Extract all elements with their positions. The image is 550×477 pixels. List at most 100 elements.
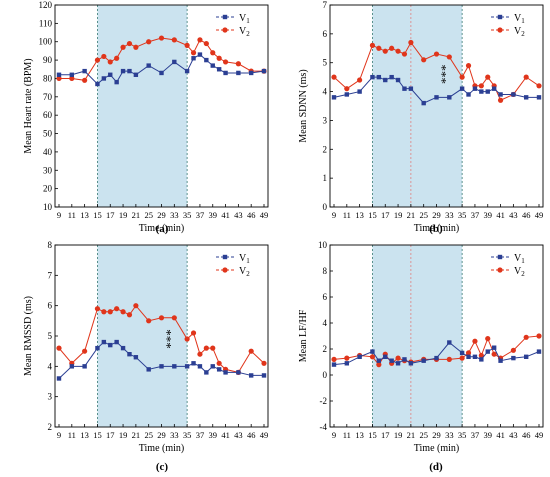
- data-point-v1: [172, 364, 177, 369]
- data-point-v1: [120, 345, 126, 351]
- data-point-v1: [197, 364, 203, 369]
- data-point-v1: [421, 358, 426, 363]
- data-point-v2: [101, 309, 107, 315]
- data-point-v2: [126, 312, 133, 318]
- x-tick-label: 33: [170, 430, 179, 440]
- data-point-v1: [459, 350, 465, 356]
- x-tick-label: 46: [247, 430, 256, 440]
- x-tick-label: 25: [419, 430, 428, 440]
- legend-marker-v2: [222, 27, 228, 33]
- data-point-v2: [210, 345, 216, 351]
- data-point-v1: [69, 72, 75, 77]
- x-tick-label: 43: [234, 210, 243, 220]
- data-point-v1: [216, 367, 222, 372]
- data-point-v1: [376, 358, 382, 363]
- data-point-v2: [248, 348, 254, 354]
- data-point-v1: [511, 355, 516, 361]
- x-tick-label: 21: [132, 210, 141, 220]
- y-tick-label: 70: [43, 92, 53, 102]
- data-point-v2: [523, 74, 529, 80]
- data-point-v1: [472, 354, 478, 359]
- y-tick-label: 40: [43, 147, 53, 157]
- data-point-v1: [210, 63, 215, 68]
- data-point-v1: [511, 92, 516, 97]
- x-tick-label: 46: [247, 210, 256, 220]
- data-point-v1: [402, 357, 407, 362]
- data-point-v1: [114, 339, 119, 345]
- data-point-v1: [133, 355, 139, 360]
- data-point-v1: [491, 86, 497, 91]
- data-point-v2: [210, 50, 216, 56]
- data-point-v2: [56, 345, 62, 351]
- y-tick-label: 6: [323, 29, 328, 39]
- data-point-v2: [158, 35, 165, 41]
- data-point-v2: [459, 74, 465, 80]
- data-point-v2: [126, 40, 133, 47]
- data-point-v1: [223, 370, 228, 375]
- x-tick-label: 39: [484, 430, 493, 440]
- data-point-v1: [56, 72, 62, 77]
- y-tick-label: 4: [48, 361, 53, 371]
- data-point-v1: [95, 345, 100, 351]
- x-tick-label: 35: [458, 210, 467, 220]
- data-point-v1: [120, 68, 126, 74]
- data-point-v1: [395, 361, 401, 366]
- data-point-v1: [485, 89, 490, 94]
- panel-label: (c): [156, 461, 169, 473]
- x-tick-label: 43: [509, 430, 518, 440]
- data-point-v1: [108, 72, 113, 77]
- data-point-v2: [133, 303, 139, 309]
- x-tick-label: 9: [57, 210, 61, 220]
- panel-label: (a): [156, 223, 169, 235]
- x-tick-label: 39: [209, 210, 218, 220]
- data-point-v2: [395, 355, 401, 361]
- y-tick-label: 10: [318, 240, 328, 250]
- data-point-v1: [491, 345, 497, 350]
- data-point-v2: [389, 45, 395, 51]
- data-point-v2: [190, 50, 197, 56]
- data-point-v2: [478, 83, 484, 89]
- x-tick-label: 29: [157, 430, 166, 440]
- data-point-v1: [261, 373, 267, 378]
- data-point-v1: [466, 92, 471, 97]
- x-tick-label: 41: [496, 430, 505, 440]
- x-tick-label: 19: [119, 430, 128, 440]
- data-point-v1: [114, 79, 119, 85]
- data-point-v2: [510, 347, 516, 353]
- data-point-v1: [466, 354, 471, 359]
- x-tick-label: 15: [93, 430, 102, 440]
- data-point-v2: [184, 42, 190, 49]
- x-axis-label: Time (min): [414, 223, 459, 234]
- data-point-v2: [120, 44, 126, 50]
- legend-label: V2: [514, 26, 525, 38]
- data-point-v2: [69, 75, 75, 82]
- data-point-v2: [433, 51, 440, 57]
- y-tick-label: 100: [39, 37, 53, 47]
- x-tick-label: 9: [332, 430, 336, 440]
- legend-marker-v1: [497, 254, 503, 260]
- x-tick-label: 17: [381, 210, 390, 220]
- data-point-v2: [133, 44, 139, 50]
- legend-marker-v1: [222, 254, 228, 260]
- y-tick-label: 10: [43, 202, 53, 212]
- data-point-v1: [95, 81, 100, 87]
- x-tick-label: 19: [394, 210, 403, 220]
- data-point-v2: [107, 59, 113, 65]
- x-tick-label: 49: [260, 210, 269, 220]
- data-point-v2: [485, 336, 491, 342]
- data-point-v2: [331, 74, 337, 80]
- data-point-v2: [523, 334, 529, 340]
- data-point-v2: [357, 77, 363, 83]
- x-tick-label: 33: [445, 210, 454, 220]
- y-tick-label: 0: [323, 370, 328, 380]
- x-tick-label: 33: [170, 210, 179, 220]
- x-tick-label: 9: [57, 430, 61, 440]
- data-point-v2: [465, 63, 472, 69]
- x-tick-label: 29: [432, 210, 441, 220]
- data-point-v1: [447, 340, 452, 345]
- y-tick-label: -4: [320, 422, 328, 432]
- y-tick-label: 8: [48, 240, 53, 250]
- data-point-v2: [190, 330, 197, 336]
- x-tick-label: 37: [471, 210, 480, 220]
- x-tick-label: 11: [68, 430, 76, 440]
